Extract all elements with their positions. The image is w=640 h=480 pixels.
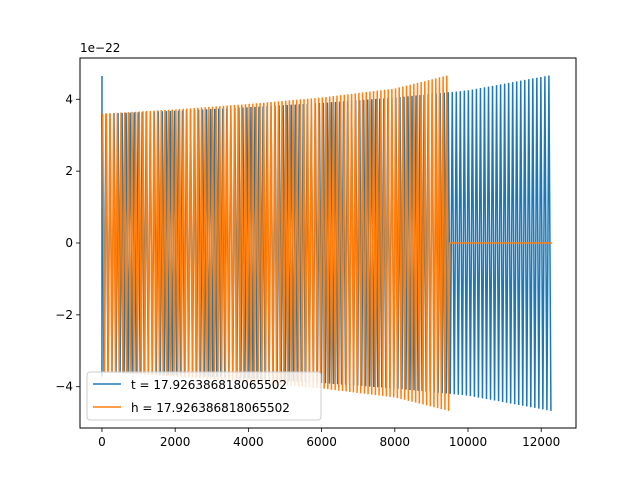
- legend-label-t: t = 17.926386818065502: [131, 378, 287, 392]
- y-tick-label: 2: [65, 164, 73, 178]
- x-tick-label: 0: [98, 435, 106, 449]
- x-tick-label: 10000: [449, 435, 487, 449]
- series-line-h: [101, 75, 553, 411]
- x-tick-label: 4000: [233, 435, 264, 449]
- x-tick-label: 2000: [160, 435, 191, 449]
- y-axis: −4 −2 0 2 4: [55, 92, 80, 394]
- y-tick-label: −2: [55, 308, 73, 322]
- offset-label: 1e−22: [80, 41, 120, 55]
- x-tick-label: 12000: [522, 435, 560, 449]
- y-tick-label: 0: [65, 236, 73, 250]
- x-tick-label: 8000: [380, 435, 411, 449]
- legend-box: [86, 371, 322, 421]
- y-tick-label: 4: [65, 92, 73, 106]
- legend-label-h: h = 17.926386818065502: [131, 401, 290, 415]
- y-tick-label: −4: [55, 380, 73, 394]
- x-axis: 0 2000 4000 6000 8000 10000 12000: [98, 428, 560, 449]
- x-tick-label: 6000: [306, 435, 337, 449]
- legend: t = 17.926386818065502 h = 17.9263868180…: [86, 371, 322, 421]
- plot-area: [101, 75, 553, 411]
